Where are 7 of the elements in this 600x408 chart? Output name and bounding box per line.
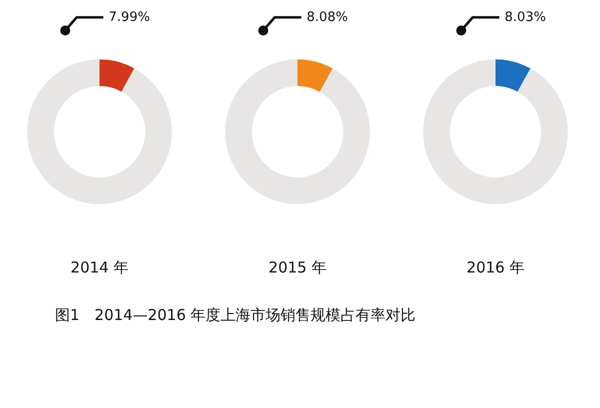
caption: 图1 2014—2016 年度上海市场销售规模占有率对比 (54, 305, 416, 326)
text: 2016 年 (466, 258, 524, 277)
data-label: 8.03% (504, 10, 546, 25)
text: 2015 年 (268, 258, 326, 277)
data-label: 7.99% (108, 10, 150, 25)
text: 2014 年 (70, 258, 128, 277)
data-label: 8.08% (306, 10, 348, 25)
